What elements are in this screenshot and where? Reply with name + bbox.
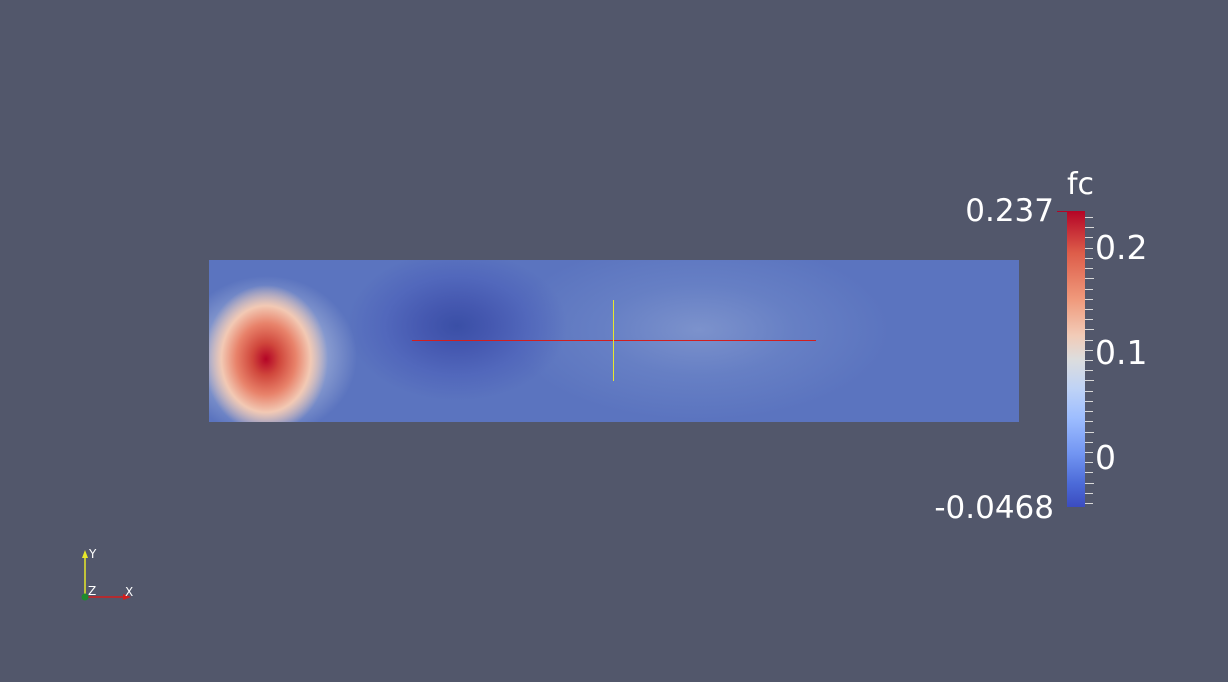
legend-tick-label-0: 0	[1095, 438, 1116, 477]
legend-tick	[1085, 237, 1093, 238]
legend-tick	[1085, 319, 1093, 320]
legend-tick	[1085, 299, 1093, 300]
legend-tick	[1085, 421, 1093, 422]
legend-tick	[1085, 217, 1093, 218]
probe-line-vertical[interactable]	[613, 300, 614, 381]
legend-tick	[1085, 432, 1094, 433]
legend-tick	[1085, 503, 1093, 504]
legend-tick	[1085, 309, 1093, 310]
legend-tick	[1085, 329, 1094, 330]
legend-tick	[1085, 360, 1093, 361]
legend-tick	[1085, 391, 1093, 392]
legend-tick	[1085, 462, 1093, 463]
legend-tick	[1085, 258, 1093, 259]
legend-tick	[1085, 483, 1094, 484]
legend-tick	[1085, 370, 1093, 371]
legend-color-bar	[1067, 211, 1085, 507]
legend-max-label: 0.237	[965, 193, 1054, 229]
probe-line-horizontal[interactable]	[412, 340, 816, 341]
legend-tick	[1085, 289, 1093, 290]
axis-label-z: Z	[88, 584, 97, 598]
legend-tick	[1085, 411, 1093, 412]
legend-tick	[1085, 350, 1093, 351]
axis-label-y: Y	[89, 547, 97, 561]
legend-tick	[1085, 227, 1094, 228]
legend-tick	[1085, 442, 1093, 443]
legend-max-tick	[1057, 211, 1067, 212]
legend-tick	[1085, 380, 1094, 381]
legend-tick	[1085, 268, 1093, 269]
legend-tick-label-0.2: 0.2	[1095, 228, 1148, 267]
legend-tick	[1085, 248, 1093, 249]
orientation-axes: Y Z X	[72, 542, 142, 606]
legend-title: fc	[1067, 167, 1095, 202]
legend-tick	[1085, 340, 1093, 341]
legend-tick	[1085, 472, 1093, 473]
axis-label-x: X	[125, 585, 134, 599]
legend-tick	[1085, 452, 1093, 453]
legend-tick	[1085, 401, 1093, 402]
legend-min-label: -0.0468	[934, 490, 1054, 526]
legend-tick-label-0.1: 0.1	[1095, 333, 1148, 372]
legend-tick	[1085, 278, 1094, 279]
field-plane	[209, 260, 1019, 422]
orientation-axes-icon	[81, 550, 131, 601]
legend-tick	[1085, 493, 1093, 494]
